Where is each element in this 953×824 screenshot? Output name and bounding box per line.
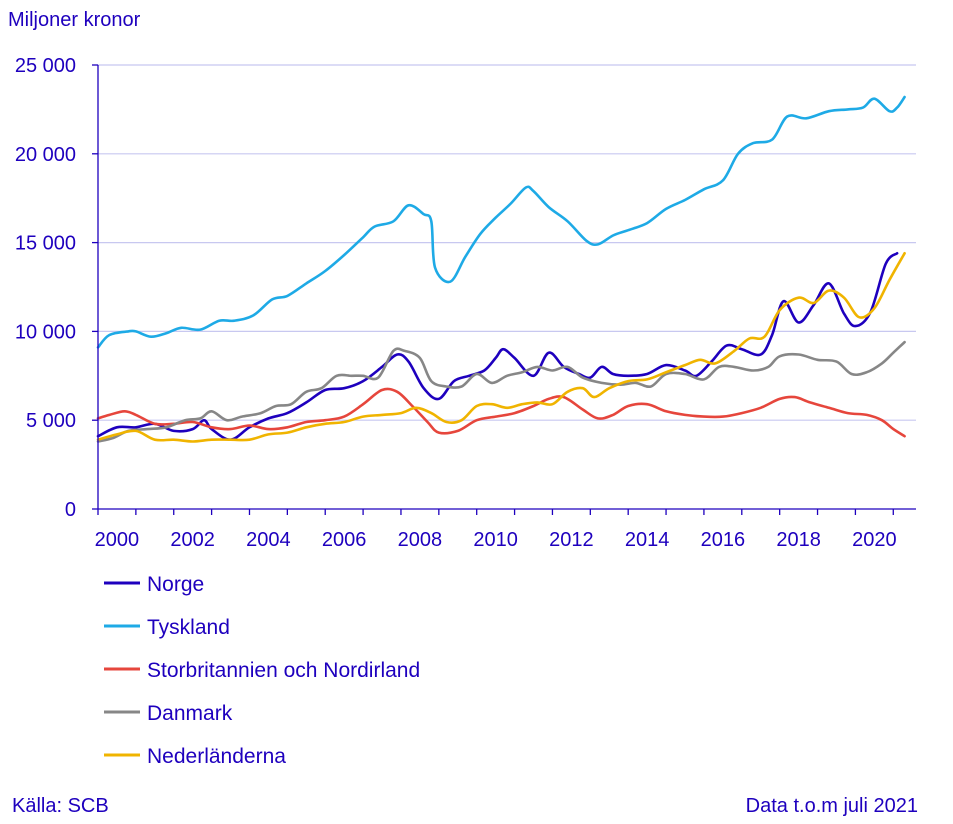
- x-tick-label: 2002: [170, 529, 215, 551]
- data-period-note: Data t.o.m juli 2021: [746, 795, 918, 817]
- legend-label: Danmark: [147, 702, 233, 725]
- x-tick-label: 2014: [625, 529, 670, 551]
- y-tick-label: 25 000: [15, 55, 76, 77]
- series-line-nederländerna: [96, 252, 906, 443]
- x-tick-label: 2018: [776, 529, 821, 551]
- x-tick-label: 2000: [95, 529, 140, 551]
- x-tick-label: 2020: [852, 529, 897, 551]
- legend-label: Storbritannien och Nordirland: [147, 659, 420, 682]
- legend-label: Norge: [147, 573, 204, 596]
- series-lines: [96, 95, 906, 443]
- y-tick-label: 20 000: [15, 144, 76, 166]
- y-tick-label: 15 000: [15, 233, 76, 255]
- series-line-storbritannien-och-nordirland: [96, 387, 906, 438]
- series-line-norge: [96, 252, 899, 441]
- series-line-danmark: [96, 340, 906, 443]
- axes: [92, 64, 916, 515]
- source-note: Källa: SCB: [12, 795, 109, 817]
- y-tick-label: 5 000: [26, 410, 76, 432]
- gridlines: [98, 64, 916, 421]
- series-line-tyskland: [96, 95, 906, 349]
- y-tick-label: 10 000: [15, 321, 76, 343]
- x-tick-labels: 2000 2002 2004 2006 2008 2010 2012 2014 2016 2018…: [95, 529, 897, 551]
- legend-label: Tyskland: [147, 616, 230, 639]
- legend-label: Nederländerna: [147, 745, 286, 768]
- x-tick-label: 2004: [246, 529, 291, 551]
- y-tick-labels: 0 5 000 10 000 15 000 20 000 25 000: [15, 55, 76, 521]
- y-axis-label: Miljoner kronor: [8, 9, 141, 31]
- x-tick-label: 2006: [322, 529, 367, 551]
- x-tick-label: 2012: [549, 529, 594, 551]
- legend: Norge Tyskland Storbritannien och Nordirla…: [104, 573, 420, 768]
- x-tick-label: 2010: [473, 529, 518, 551]
- x-tick-label: 2008: [398, 529, 443, 551]
- y-tick-label: 0: [65, 499, 76, 521]
- x-tick-label: 2016: [701, 529, 746, 551]
